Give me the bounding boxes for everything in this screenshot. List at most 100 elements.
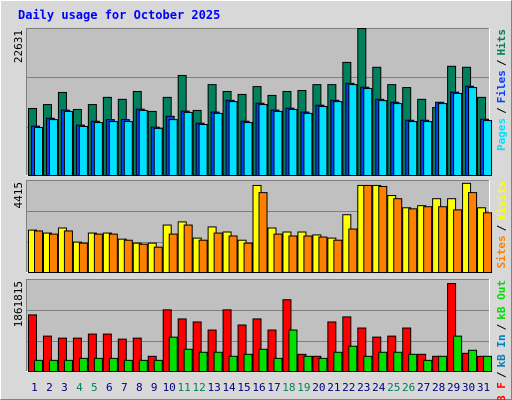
bar [34,230,43,273]
x-tick-label: 13 [207,381,220,394]
x-tick-label: 25 [387,381,400,394]
y-tick-label: 22631 [12,30,25,63]
x-tick-label: 18 [282,381,295,394]
x-tick-label: 30 [462,381,475,394]
bar [153,246,163,274]
bar [423,206,433,274]
x-tick-label: 3 [61,381,68,394]
legend-entry: Hits [495,29,508,56]
x-tick-label: 5 [91,381,98,394]
bar [408,353,418,373]
bar [363,88,373,176]
bar [483,355,493,373]
bar [438,355,448,373]
chart-title: Daily usage for October 2025 [18,8,220,22]
bar [378,100,388,176]
bar [198,124,208,176]
bar [192,321,202,372]
bar [288,235,298,273]
bar [63,359,73,373]
bar [447,283,457,372]
x-tick-label: 19 [297,381,310,394]
bar [357,327,367,373]
x-tick-label: 7 [121,381,128,394]
y-tick-label: 4415 [12,182,25,209]
bar [138,109,148,176]
bar [168,336,178,373]
bar [34,359,43,373]
x-tick-label: 8 [136,381,143,394]
x-tick-label: 31 [477,381,490,394]
bar [177,318,187,372]
bar [468,192,478,273]
bar [273,357,283,373]
bar [288,329,298,373]
bar [333,101,343,176]
bar [42,335,52,372]
x-tick-label: 6 [106,381,113,394]
bar [63,230,73,273]
bar [402,327,412,373]
bar [28,314,37,372]
bar [168,233,178,273]
bar [303,355,313,373]
legend-separator: / [495,371,508,378]
bar [207,329,217,373]
bar [393,103,403,176]
plot-bevel-dark [26,28,490,176]
bar [453,92,463,176]
bar [378,186,388,274]
plot-bevel-dark [26,180,490,273]
legend-entry: Pages [495,118,508,151]
x-tick-label: 27 [417,381,430,394]
x-tick-label: 22 [342,381,355,394]
bar [153,127,163,176]
bar [453,209,463,274]
bar [303,235,313,273]
bar [93,122,103,176]
bar [198,351,208,373]
x-tick-label: 29 [447,381,460,394]
bar [258,348,268,373]
x-tick-label: 15 [237,381,250,394]
x-tick-label: 16 [252,381,265,394]
x-tick-label: 9 [151,381,158,394]
bar [318,106,328,176]
legend-entry: Files [495,70,508,103]
legend-entry: kB Out [495,280,508,320]
x-tick-label: 21 [327,381,340,394]
bar [348,345,358,373]
bar [93,233,103,273]
bar [237,324,247,373]
bar [267,329,277,373]
bar [438,103,448,176]
bar [333,239,343,273]
bar [333,351,343,373]
bar [273,110,283,176]
bar [393,198,403,273]
bar [423,359,433,373]
x-tick-label: 26 [402,381,415,394]
bar [78,242,88,273]
x-tick-label: 14 [222,381,236,394]
bar [102,333,112,373]
bar [183,224,193,273]
x-tick-label: 12 [193,381,206,394]
x-tick-label: 4 [76,381,83,394]
legend-separator: / [495,323,508,330]
bar [213,351,223,373]
bar [483,120,493,177]
bar [408,208,418,273]
bar [213,112,223,177]
legend-entry: kB F [495,382,508,400]
x-tick-label: 24 [372,381,386,394]
bar [123,121,133,177]
y-tick-label: 1861815 [12,281,25,327]
bar [288,108,298,176]
bar [108,357,118,373]
bar [243,242,253,273]
bar [348,228,358,273]
bar [34,126,43,176]
